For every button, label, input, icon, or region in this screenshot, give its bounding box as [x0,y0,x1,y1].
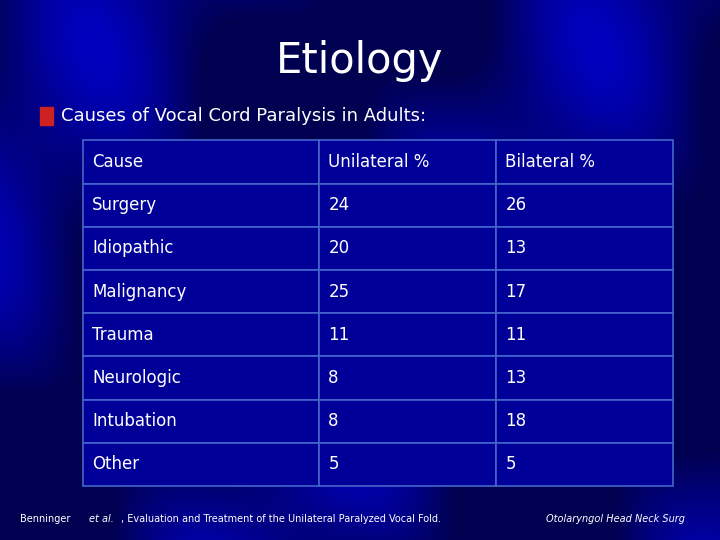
Bar [319,140,496,184]
Text: Benninger: Benninger [20,514,73,524]
Text: 20: 20 [328,239,349,258]
Text: 8: 8 [328,369,339,387]
Bar [319,356,496,400]
Text: Bilateral %: Bilateral % [505,153,595,171]
Text: Neurologic: Neurologic [92,369,181,387]
Text: 25: 25 [328,282,349,301]
Bar [83,184,319,227]
Bar [83,443,319,486]
Text: 5: 5 [505,455,516,474]
Text: Surgery: Surgery [92,196,157,214]
Text: 17: 17 [505,282,526,301]
Text: Etiology: Etiology [276,40,444,83]
Bar [496,313,673,356]
Bar [496,227,673,270]
Text: Unilateral %: Unilateral % [328,153,430,171]
Bar [496,140,673,184]
Text: 11: 11 [328,326,350,344]
Text: Causes of Vocal Cord Paralysis in Adults:: Causes of Vocal Cord Paralysis in Adults… [61,107,426,125]
Text: 18: 18 [505,412,526,430]
Bar [319,227,496,270]
Bar [319,270,496,313]
Text: , Evaluation and Treatment of the Unilateral Paralyzed Vocal Fold.: , Evaluation and Treatment of the Unilat… [121,514,451,524]
Bar [40,107,53,125]
Bar [496,270,673,313]
Bar [496,400,673,443]
Bar [319,400,496,443]
Text: 8: 8 [328,412,339,430]
Bar [83,140,319,184]
Bar [496,443,673,486]
Bar [83,313,319,356]
Text: Trauma: Trauma [92,326,154,344]
Bar [496,356,673,400]
Bar [496,184,673,227]
Bar [319,313,496,356]
Text: Malignancy: Malignancy [92,282,186,301]
Text: Cause: Cause [92,153,143,171]
Text: 13: 13 [505,369,527,387]
Bar [83,356,319,400]
Bar [83,400,319,443]
Bar [319,184,496,227]
Text: et al.: et al. [89,514,114,524]
Text: 11: 11 [505,326,527,344]
Text: Other: Other [92,455,139,474]
Text: 24: 24 [328,196,349,214]
Text: 26: 26 [505,196,526,214]
Bar [83,227,319,270]
Text: Otolaryngol Head Neck Surg: Otolaryngol Head Neck Surg [546,514,685,524]
Bar [319,443,496,486]
Text: 13: 13 [505,239,527,258]
Bar [83,270,319,313]
Text: 5: 5 [328,455,339,474]
Text: Intubation: Intubation [92,412,177,430]
Text: Idiopathic: Idiopathic [92,239,174,258]
